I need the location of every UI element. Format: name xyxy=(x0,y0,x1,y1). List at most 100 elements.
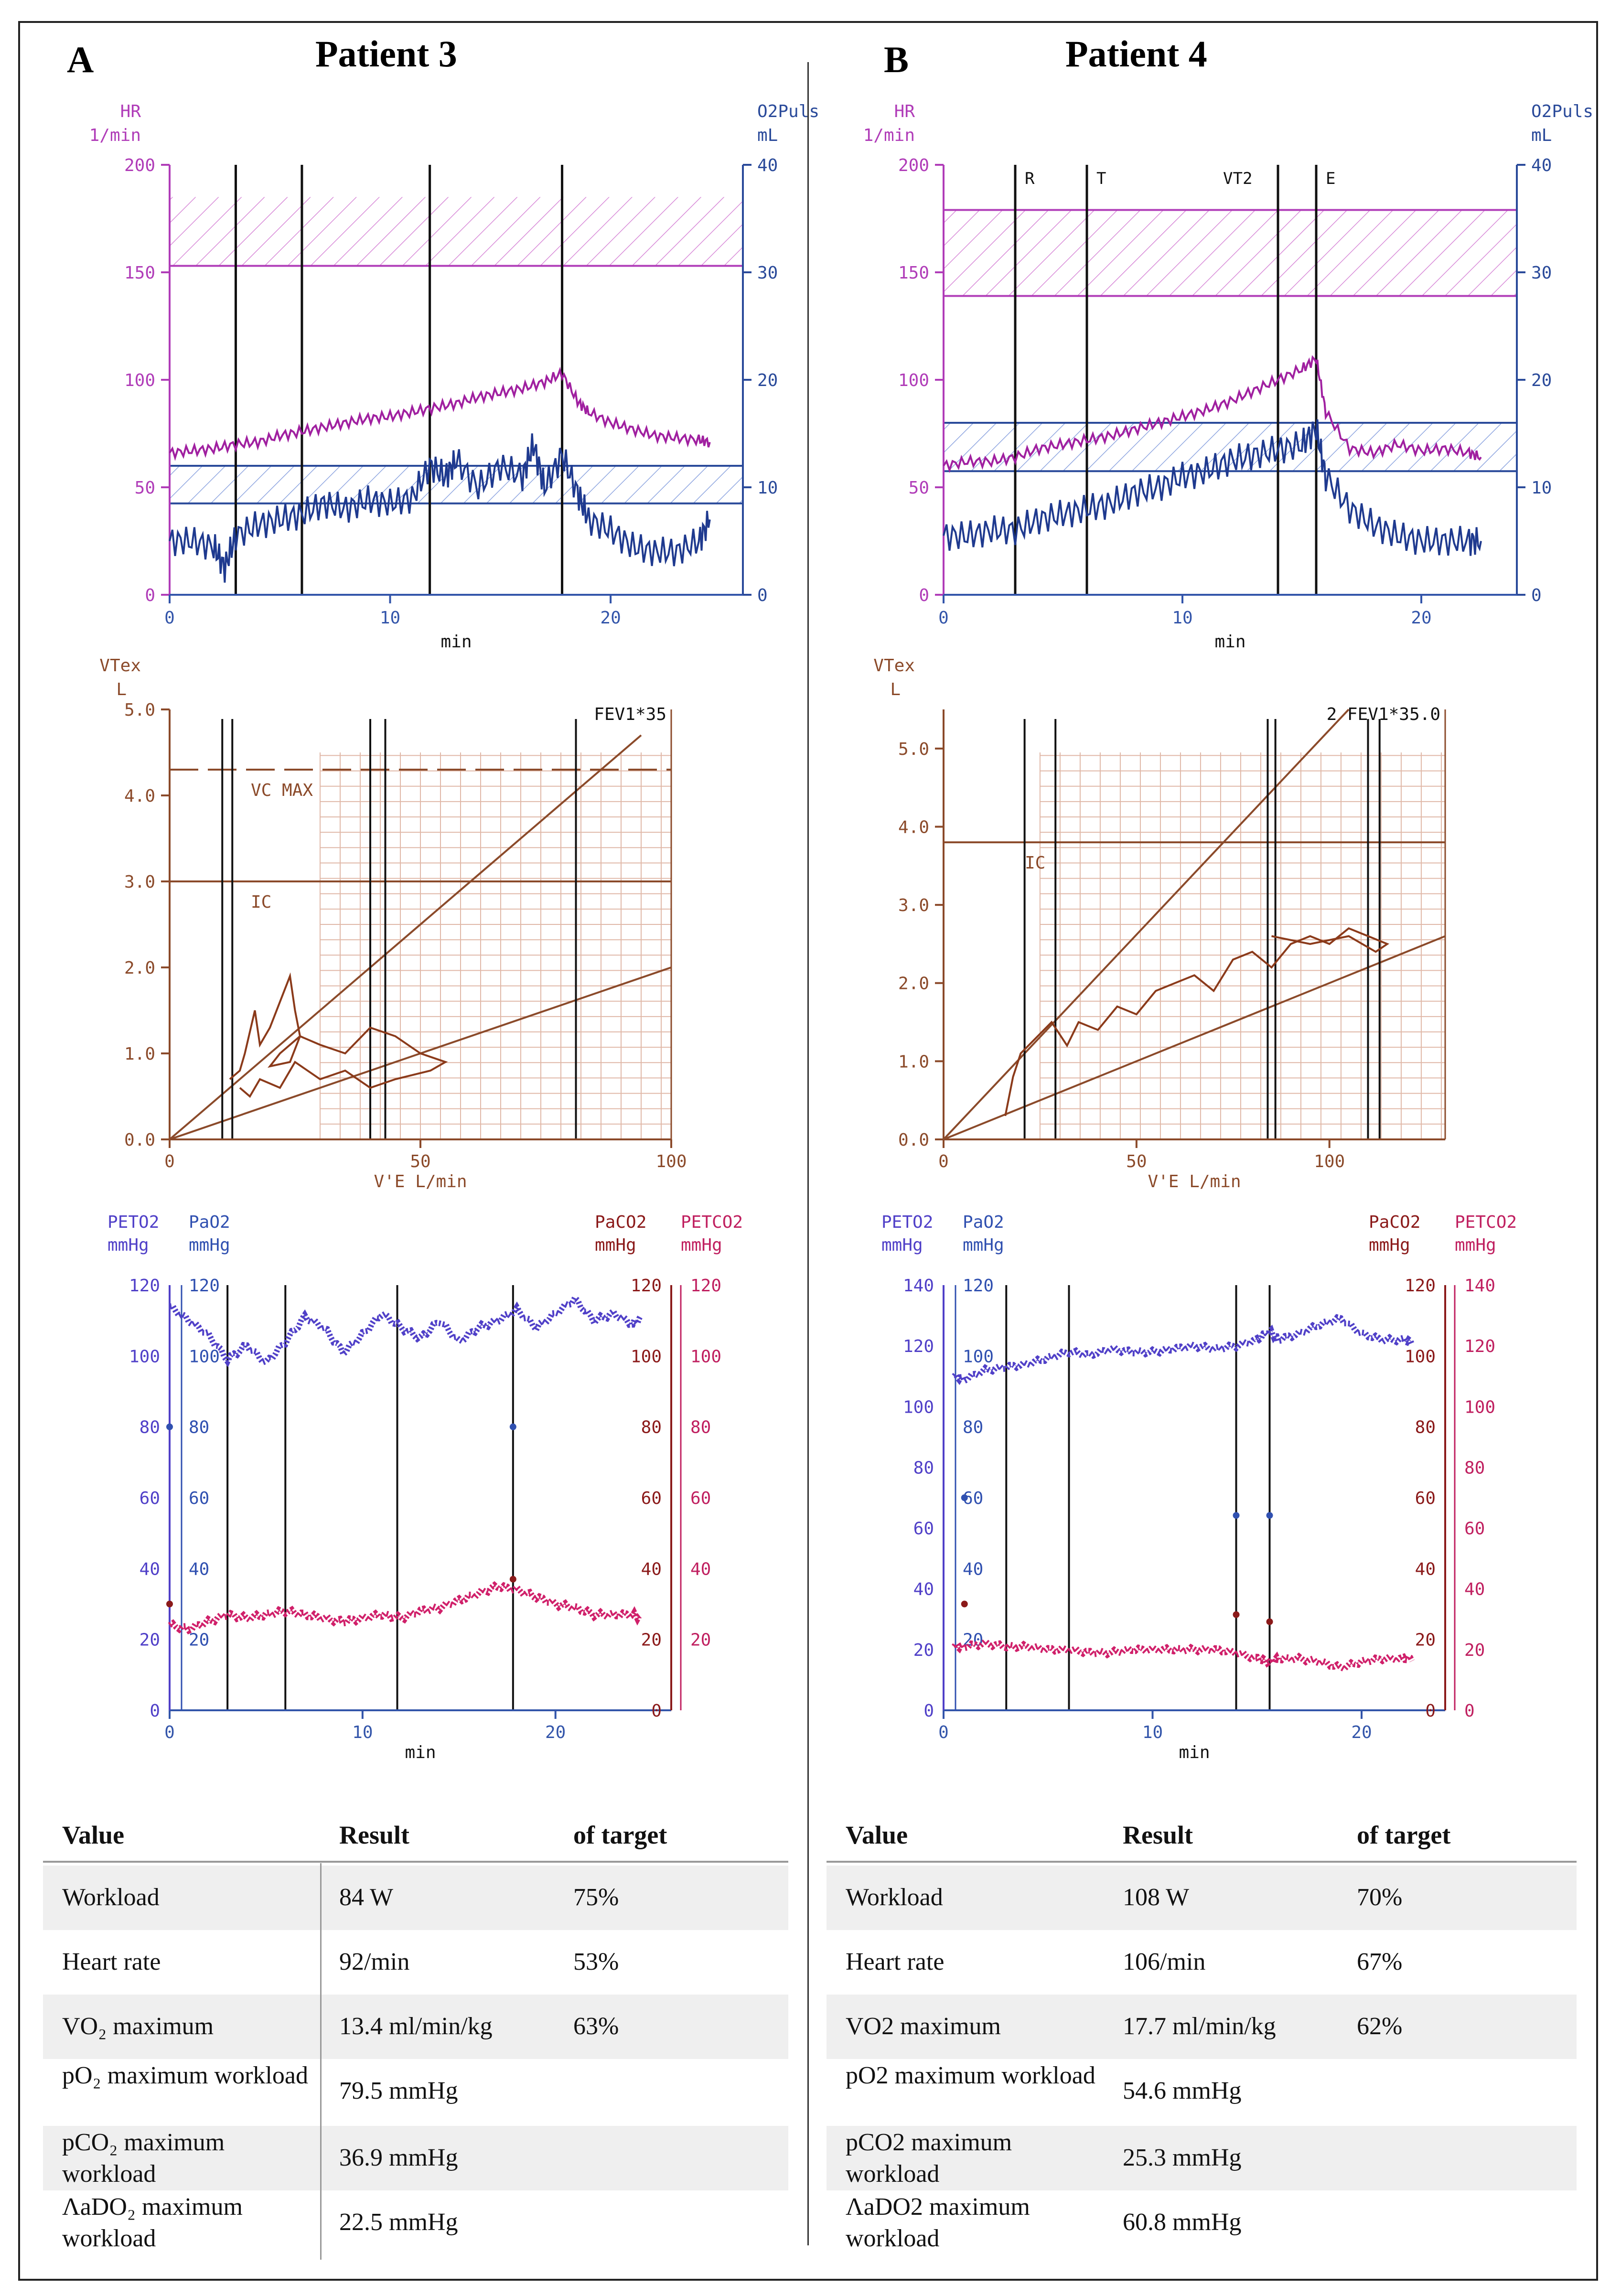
table-column-divider xyxy=(320,1863,322,2260)
table-cell: 22.5 mmHg xyxy=(339,2209,458,2236)
peto2-axis-unit: mmHg xyxy=(107,1235,149,1255)
peto2-axis-unit: mmHg xyxy=(881,1235,923,1255)
petco2-tick-label: 40 xyxy=(1464,1580,1485,1599)
breathing-reserve-line xyxy=(943,935,1446,1140)
table-cell: 60.8 mmHg xyxy=(1123,2209,1242,2236)
y-tick-label: 0.0 xyxy=(124,1130,155,1150)
vtex-loop-series xyxy=(229,972,448,1098)
table-row: VO2 maximum 17.7 ml/min/kg 62% xyxy=(827,1995,1577,2060)
peto2-tick-label: 20 xyxy=(140,1631,160,1650)
panel-b-blood-gas-chart: 0204060801001201402040608010012002040608… xyxy=(881,1212,1517,1762)
reference-label: IC xyxy=(1025,853,1045,873)
panel-a-title: Patient 3 xyxy=(315,33,457,75)
y-tick-label: 4.0 xyxy=(124,786,155,806)
paco2-tick-label: 0 xyxy=(1425,1701,1436,1721)
hr-tick-label: 50 xyxy=(909,478,929,498)
table-cell: 25.3 mmHg xyxy=(1123,2144,1242,2171)
y-axis-title: VTex xyxy=(873,656,915,676)
table-header-cell: of target xyxy=(1357,1821,1451,1849)
panel-b-title: Patient 4 xyxy=(1065,33,1207,75)
table-cell: 79.5 mmHg xyxy=(339,2077,458,2104)
y-tick-label: 3.0 xyxy=(124,872,155,892)
petco2-axis-title: PETCO2 xyxy=(1455,1212,1517,1232)
pao2-tick-label: 40 xyxy=(963,1559,983,1579)
x-axis-label: V'E L/min xyxy=(1148,1172,1241,1191)
pao2-tick-label: 120 xyxy=(189,1276,220,1296)
y-tick-label: 5.0 xyxy=(898,740,929,759)
y-tick-label: 0.0 xyxy=(898,1130,929,1150)
x-tick-label: 20 xyxy=(1351,1723,1372,1742)
x-tick-label: 0 xyxy=(938,608,949,628)
petco2-tick-label: 100 xyxy=(1464,1397,1495,1417)
x-tick-label: 10 xyxy=(1172,608,1192,628)
x-tick-label: 0 xyxy=(164,1152,175,1171)
petco2-tick-label: 80 xyxy=(1464,1458,1485,1478)
o2pulse-axis-unit: mL xyxy=(757,126,778,145)
y-tick-label: 2.0 xyxy=(898,974,929,994)
panel-divider xyxy=(807,62,809,2245)
petco2-tick-label: 140 xyxy=(1464,1276,1495,1296)
peto2-series-line xyxy=(169,1293,644,1367)
phase-marker-label: R xyxy=(1025,169,1035,188)
panel-b-results-table: Value Result of target Workload 108 W 70% Hear… xyxy=(827,1811,1577,2264)
table-cell: VO2 maximum xyxy=(846,2013,1001,2040)
x-tick-label: 10 xyxy=(1142,1723,1163,1742)
paco2-sample-point xyxy=(509,1576,516,1583)
pao2-sample-point xyxy=(509,1423,516,1430)
pao2-tick-label: 120 xyxy=(963,1276,994,1296)
peto2-axis-title: PETO2 xyxy=(107,1212,159,1232)
hr-series-line xyxy=(169,366,711,461)
x-tick-label: 10 xyxy=(352,1723,373,1742)
o2pulse-tick-label: 20 xyxy=(1531,371,1552,390)
table-row: pO2 maximum workload 54.6 mmHg xyxy=(827,2059,1577,2124)
paco2-tick-label: 80 xyxy=(1415,1418,1436,1438)
table-row: pO₂ maximum workload 79.5 mmHg xyxy=(43,2059,788,2124)
paco2-sample-point xyxy=(961,1600,968,1608)
reference-label: VC MAX xyxy=(251,781,313,800)
table-cell: Heart rate xyxy=(846,1948,945,1975)
pao2-tick-label: 100 xyxy=(189,1347,220,1366)
hr-tick-label: 200 xyxy=(124,156,155,175)
fev-label: 2 FEV1*35.0 xyxy=(1327,705,1440,724)
hr-tick-label: 150 xyxy=(898,263,929,283)
x-tick-label: 20 xyxy=(545,1723,566,1742)
table-cell: pCO₂ maximum workload xyxy=(62,2129,225,2188)
paco2-axis-unit: mmHg xyxy=(595,1235,636,1255)
x-axis-label: min xyxy=(440,632,472,652)
table-cell: 54.6 mmHg xyxy=(1123,2077,1242,2104)
hr-tick-label: 150 xyxy=(124,263,155,283)
table-cell: Workload xyxy=(846,1884,943,1911)
y-axis-unit: L xyxy=(890,680,901,699)
petco2-tick-label: 20 xyxy=(690,1631,711,1650)
pao2-sample-point xyxy=(961,1494,968,1501)
grid-region xyxy=(320,752,671,1140)
o2pulse-tick-label: 30 xyxy=(757,263,778,283)
table-row: Heart rate 106/min 67% xyxy=(827,1930,1577,1995)
table-cell: 92/min xyxy=(339,1948,410,1975)
table-header-cell: Result xyxy=(339,1821,409,1849)
hr-axis-title: HR xyxy=(120,102,141,121)
x-tick-label: 0 xyxy=(938,1723,949,1742)
panel-a-blood-gas-chart: 0204060801001202040608010012002040608010… xyxy=(107,1212,743,1762)
paco2-sample-point xyxy=(166,1600,173,1608)
table-cell: 53% xyxy=(573,1948,619,1975)
pao2-axis-title: PaO2 xyxy=(189,1212,230,1232)
peto2-axis-title: PETO2 xyxy=(881,1212,933,1232)
paco2-sample-point xyxy=(1233,1611,1240,1618)
table-row: ΛaDO₂ maximum workload 22.5 mmHg xyxy=(43,2190,788,2255)
peto2-tick-label: 80 xyxy=(140,1418,160,1438)
peto2-tick-label: 120 xyxy=(903,1337,934,1356)
pao2-tick-label: 100 xyxy=(963,1347,994,1366)
panel-a-letter: A xyxy=(67,39,94,80)
table-cell: 75% xyxy=(573,1884,619,1911)
hr-tick-label: 0 xyxy=(919,586,929,605)
y-tick-label: 5.0 xyxy=(124,700,155,720)
petco2-tick-label: 120 xyxy=(690,1276,721,1296)
petco2-tick-label: 60 xyxy=(1464,1519,1485,1539)
x-axis-label: V'E L/min xyxy=(374,1172,467,1191)
table-cell: ΛaDO2 maximum workload xyxy=(846,2193,1030,2252)
o2pulse-axis-title: O2Puls xyxy=(757,102,819,121)
o2pulse-axis-title: O2Puls xyxy=(1531,102,1593,121)
petco2-tick-label: 40 xyxy=(690,1559,711,1579)
table-cell: pCO2 maximum workload xyxy=(846,2129,1012,2188)
